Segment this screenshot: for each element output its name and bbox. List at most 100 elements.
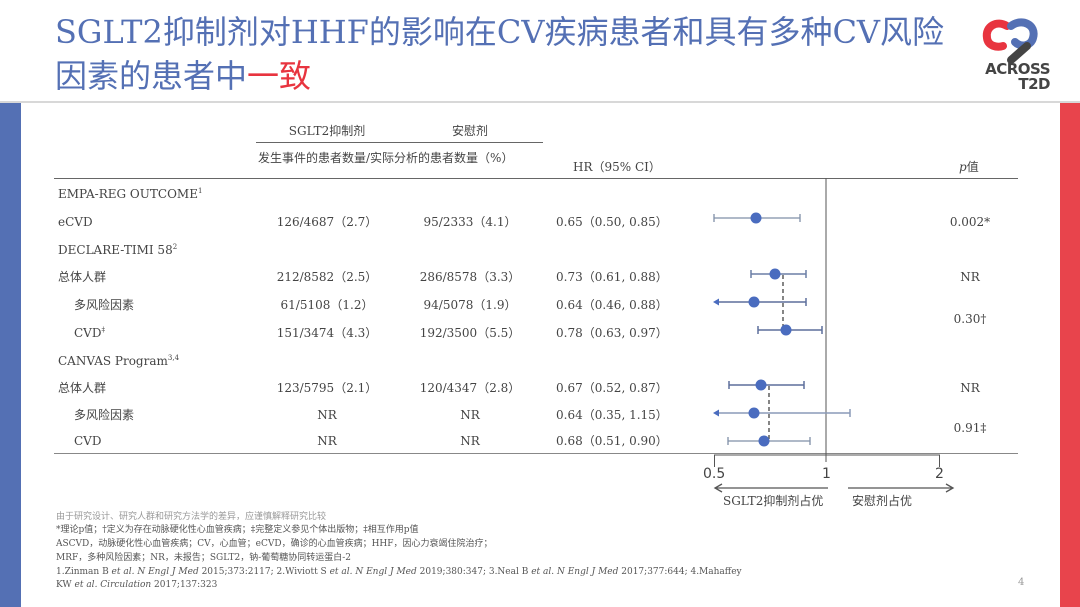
pvalue-canvas-overall: NR (960, 381, 980, 395)
right-accent-bar (1060, 103, 1080, 607)
axis-tick-0.5: 0.5 (703, 466, 726, 482)
forest-row-canvas-cvd (727, 435, 811, 447)
footnote-references-2: KW et al. Circulation 2017;137:323 (56, 580, 217, 591)
logo-line2: T2D (1018, 75, 1050, 93)
header-pvalue: p值 (959, 160, 979, 174)
row-hr: 0.73（0.61, 0.88） (556, 270, 668, 284)
pvalue-declare-overall: NR (960, 270, 980, 284)
footnote-references-1: 1.Zinman B et al. N Engl J Med 2015;373:… (56, 567, 742, 578)
row-label: 多风险因素 (74, 298, 135, 312)
row-label-text: CVD (74, 326, 102, 340)
header-sglt2: SGLT2抑制剂 (288, 124, 366, 138)
row-hr: 0.64（0.35, 1.15） (556, 408, 668, 422)
row-hr: 0.67（0.52, 0.87） (556, 381, 668, 395)
row-label: eCVD (58, 215, 93, 229)
ref-etal: et al. (74, 580, 98, 590)
header-hr: HR（95% CI） (573, 160, 661, 174)
logo-line1: ACROSS (985, 60, 1050, 78)
group-ref: 1 (197, 187, 203, 195)
pvalue-empa: 0.002* (949, 215, 991, 229)
row-hr: 0.65（0.50, 0.85） (556, 215, 668, 229)
ref-journal: N Engl J Med (554, 567, 619, 577)
row-label-sup: ‡ (101, 326, 105, 334)
title-highlight: 一致 (247, 57, 312, 95)
row-sglt2: 123/5795（2.1） (276, 381, 378, 395)
logo-text: ACROSS T2D (970, 62, 1050, 92)
row-placebo: 94/5078（1.9） (423, 298, 517, 312)
group-ref: 2 (172, 243, 178, 251)
ref-journal: N Engl J Med (352, 567, 417, 577)
favors-placebo-label: 安慰剂占优 (852, 494, 913, 508)
group-name: DECLARE-TIMI 58 (58, 243, 173, 257)
pvalue-declare-interaction: 0.30† (953, 312, 987, 326)
row-label: 总体人群 (58, 270, 107, 284)
row-label: CVD (74, 434, 102, 448)
left-accent-bar (0, 103, 21, 607)
footnote-abbrev-1: ASCVD，动脉硬化性心血管疾病；CV，心血管；eCVD，确诊的心血管疾病；HH… (56, 539, 493, 549)
p-suffix: 值 (966, 160, 979, 174)
table-bottom-rule (54, 453, 1018, 454)
ref-text: KW (56, 580, 75, 590)
row-placebo: NR (460, 434, 480, 448)
footnote-caution: 由于研究设计、研究人群和研究方法学的差异，应谨慎解释研究比较 (56, 512, 327, 522)
favors-placebo-arrow (848, 483, 955, 493)
forest-row-declare-overall (750, 268, 807, 280)
ref-journal: Circulation (97, 580, 152, 590)
row-label: 总体人群 (58, 381, 107, 395)
footnote-symbols: *理论p值；†定义为存在动脉硬化性心血管疾病；‡完整定义参见个体出版物；‡相互作… (56, 525, 419, 535)
row-placebo: 95/2333（4.1） (423, 215, 517, 229)
forest-row-declare-mrf (713, 296, 807, 308)
ref-text: 2015;373:2117; 2.Wiviott S (198, 567, 330, 577)
header-divider (0, 101, 1080, 103)
row-label: 多风险因素 (74, 408, 135, 422)
ref-text: 2017;137:323 (151, 580, 218, 590)
row-sglt2: NR (317, 408, 337, 422)
row-placebo: 120/4347（2.8） (419, 381, 521, 395)
favors-sglt2-arrow (713, 483, 828, 493)
row-sglt2: 126/4687（2.7） (276, 215, 378, 229)
row-sglt2: 151/3474（4.3） (276, 326, 378, 340)
group-canvas: CANVAS Program3,4 (58, 354, 179, 368)
group-name: EMPA-REG OUTCOME (58, 187, 198, 201)
p-italic: p (959, 160, 967, 174)
row-sglt2: NR (317, 434, 337, 448)
forest-row-canvas-mrf (713, 407, 851, 419)
row-label: CVD‡ (74, 326, 105, 340)
header-subheader: 发生事件的患者数量/实际分析的患者数量（%） (258, 151, 514, 165)
page-number: 4 (1018, 577, 1025, 588)
row-hr: 0.78（0.63, 0.97） (556, 326, 668, 340)
ref-etal: et al. (111, 567, 135, 577)
ref-text: 1.Zinman B (56, 567, 112, 577)
ref-text: 2017;377:644; 4.Mahaffey (618, 567, 742, 577)
row-hr: 0.68（0.51, 0.90） (556, 434, 668, 448)
header-group-rule (256, 142, 543, 143)
x-axis (714, 454, 940, 467)
ref-etal: et al. (531, 567, 555, 577)
group-empa-reg: EMPA-REG OUTCOME1 (58, 187, 202, 201)
axis-tick-2: 2 (935, 466, 944, 482)
forest-row-empa (713, 212, 801, 224)
ref-journal: N Engl J Med (134, 567, 199, 577)
favors-sglt2-label: SGLT2抑制剂占优 (723, 494, 824, 508)
forest-row-canvas-overall (728, 379, 805, 391)
pvalue-canvas-interaction: 0.91‡ (953, 421, 987, 435)
group-ref: 3,4 (167, 354, 180, 362)
row-hr: 0.64（0.46, 0.88） (556, 298, 668, 312)
ref-text: 2019;380:347; 3.Neal B (416, 567, 532, 577)
row-sglt2: 212/8582（2.5） (276, 270, 378, 284)
row-sglt2: 61/5108（1.2） (280, 298, 374, 312)
header-placebo: 安慰剂 (451, 124, 488, 138)
row-placebo: 286/8578（3.3） (419, 270, 521, 284)
forest-row-declare-cvd (757, 324, 823, 336)
title-main: SGLT2抑制剂对HHF的影响在CV疾病患者和具有多种CV风险因素的患者中 (55, 13, 945, 95)
row-placebo: NR (460, 408, 480, 422)
footnote-abbrev-2: MRF，多种风险因素；NR，未报告；SGLT2，钠-葡萄糖协同转运蛋白-2 (56, 553, 352, 563)
slide-title: SGLT2抑制剂对HHF的影响在CV疾病患者和具有多种CV风险因素的患者中一致 (55, 10, 975, 98)
group-declare: DECLARE-TIMI 582 (58, 243, 177, 257)
across-t2d-logo-icon (982, 18, 1038, 64)
group-name: CANVAS Program (58, 354, 168, 368)
row-placebo: 192/3500（5.5） (419, 326, 521, 340)
header-rule (54, 178, 1018, 179)
axis-tick-1: 1 (822, 466, 831, 482)
